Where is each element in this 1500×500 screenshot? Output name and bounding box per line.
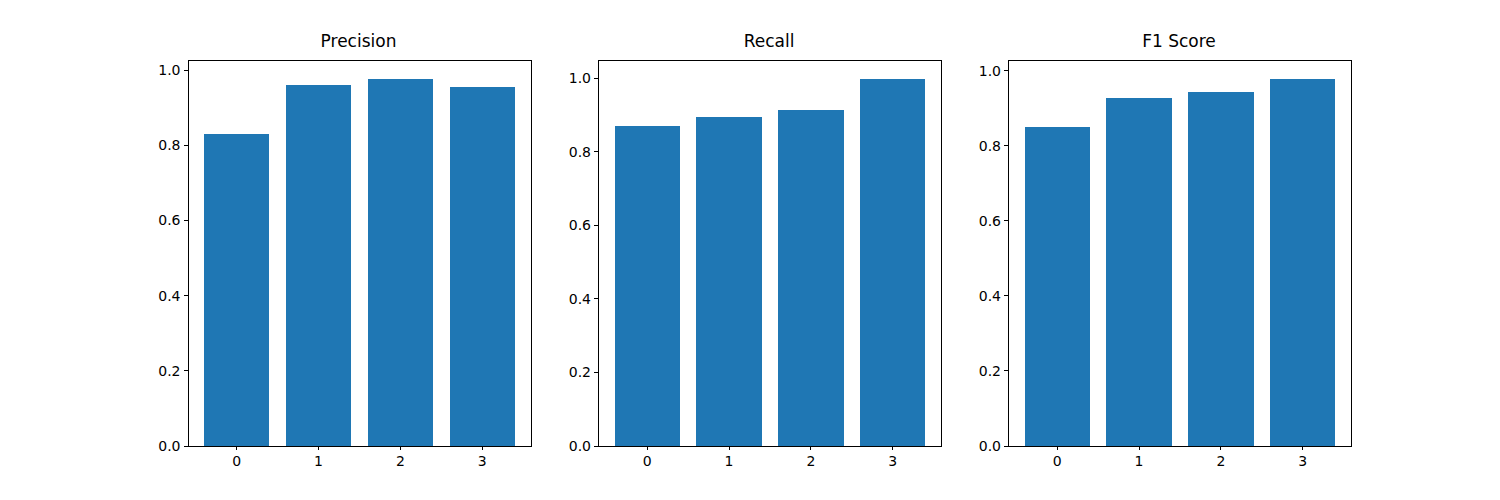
x-tick-mark: [892, 446, 893, 450]
y-tick-label: 0.6: [551, 216, 591, 234]
x-tick-mark: [482, 446, 483, 450]
y-tick-mark: [594, 372, 598, 373]
y-tick-mark: [184, 145, 188, 146]
y-tick-label: 0.8: [551, 143, 591, 161]
bar-recall-0: [615, 126, 680, 446]
bar-f1-score-2: [1188, 92, 1253, 446]
y-tick-mark: [1004, 145, 1008, 146]
x-tick-mark: [1057, 446, 1058, 450]
y-tick-label: 0.6: [141, 211, 181, 229]
x-tick-label: 1: [299, 452, 339, 470]
x-tick-mark: [1220, 446, 1221, 450]
y-tick-label: 0.4: [551, 290, 591, 308]
bar-f1-score-1: [1106, 98, 1171, 446]
y-tick-label: 0.2: [141, 362, 181, 380]
subplot-recall: Recall 0.00.20.40.60.81.00123: [598, 60, 940, 445]
chart-title-f1-score: F1 Score: [1008, 31, 1350, 53]
y-tick-mark: [1004, 70, 1008, 71]
subplot-precision: Precision 0.00.20.40.60.81.00123: [188, 60, 530, 445]
x-tick-label: 0: [1037, 452, 1077, 470]
y-tick-mark: [184, 446, 188, 447]
x-tick-mark: [729, 446, 730, 450]
y-tick-label: 0.4: [961, 287, 1001, 305]
x-tick-mark: [400, 446, 401, 450]
x-tick-mark: [1139, 446, 1140, 450]
y-tick-label: 1.0: [141, 61, 181, 79]
y-tick-mark: [594, 151, 598, 152]
x-tick-mark: [318, 446, 319, 450]
subplot-f1-score: F1 Score 0.00.20.40.60.81.00123: [1008, 60, 1350, 445]
y-tick-label: 1.0: [551, 69, 591, 87]
y-tick-mark: [594, 225, 598, 226]
y-tick-mark: [184, 70, 188, 71]
x-tick-mark: [1302, 446, 1303, 450]
y-tick-label: 0.8: [961, 137, 1001, 155]
chart-title-precision: Precision: [188, 31, 530, 53]
y-tick-mark: [594, 446, 598, 447]
y-tick-label: 0.2: [551, 363, 591, 381]
bar-recall-1: [696, 117, 761, 446]
axes-precision: 0.00.20.40.60.81.00123: [188, 60, 532, 447]
x-tick-label: 0: [217, 452, 257, 470]
y-tick-mark: [1004, 295, 1008, 296]
x-tick-label: 1: [709, 452, 749, 470]
y-tick-mark: [594, 78, 598, 79]
chart-title-recall: Recall: [598, 31, 940, 53]
y-tick-mark: [184, 370, 188, 371]
x-tick-label: 0: [627, 452, 667, 470]
bar-f1-score-3: [1270, 79, 1335, 446]
bar-precision-0: [204, 134, 269, 446]
x-tick-mark: [647, 446, 648, 450]
x-tick-label: 2: [791, 452, 831, 470]
y-tick-mark: [1004, 446, 1008, 447]
x-tick-mark: [236, 446, 237, 450]
bar-recall-3: [860, 79, 925, 446]
x-tick-label: 2: [380, 452, 420, 470]
y-tick-mark: [594, 298, 598, 299]
y-tick-label: 0.0: [141, 437, 181, 455]
bar-precision-2: [368, 79, 433, 446]
axes-recall: 0.00.20.40.60.81.00123: [598, 60, 942, 447]
y-tick-label: 0.0: [961, 437, 1001, 455]
y-tick-label: 0.6: [961, 212, 1001, 230]
bar-f1-score-0: [1025, 127, 1090, 446]
bar-precision-1: [286, 85, 351, 446]
y-tick-label: 1.0: [961, 62, 1001, 80]
y-tick-mark: [184, 295, 188, 296]
x-tick-label: 3: [873, 452, 913, 470]
bar-recall-2: [778, 110, 843, 446]
x-tick-mark: [810, 446, 811, 450]
axes-f1-score: 0.00.20.40.60.81.00123: [1008, 60, 1352, 447]
y-tick-label: 0.8: [141, 136, 181, 154]
figure-canvas: Precision 0.00.20.40.60.81.00123 Recall …: [0, 0, 1500, 500]
y-tick-mark: [184, 220, 188, 221]
y-tick-label: 0.2: [961, 362, 1001, 380]
x-tick-label: 3: [1283, 452, 1323, 470]
x-tick-label: 2: [1201, 452, 1241, 470]
y-tick-label: 0.0: [551, 437, 591, 455]
bar-precision-3: [450, 87, 515, 446]
y-tick-label: 0.4: [141, 287, 181, 305]
y-tick-mark: [1004, 220, 1008, 221]
x-tick-label: 3: [462, 452, 502, 470]
x-tick-label: 1: [1119, 452, 1159, 470]
y-tick-mark: [1004, 370, 1008, 371]
